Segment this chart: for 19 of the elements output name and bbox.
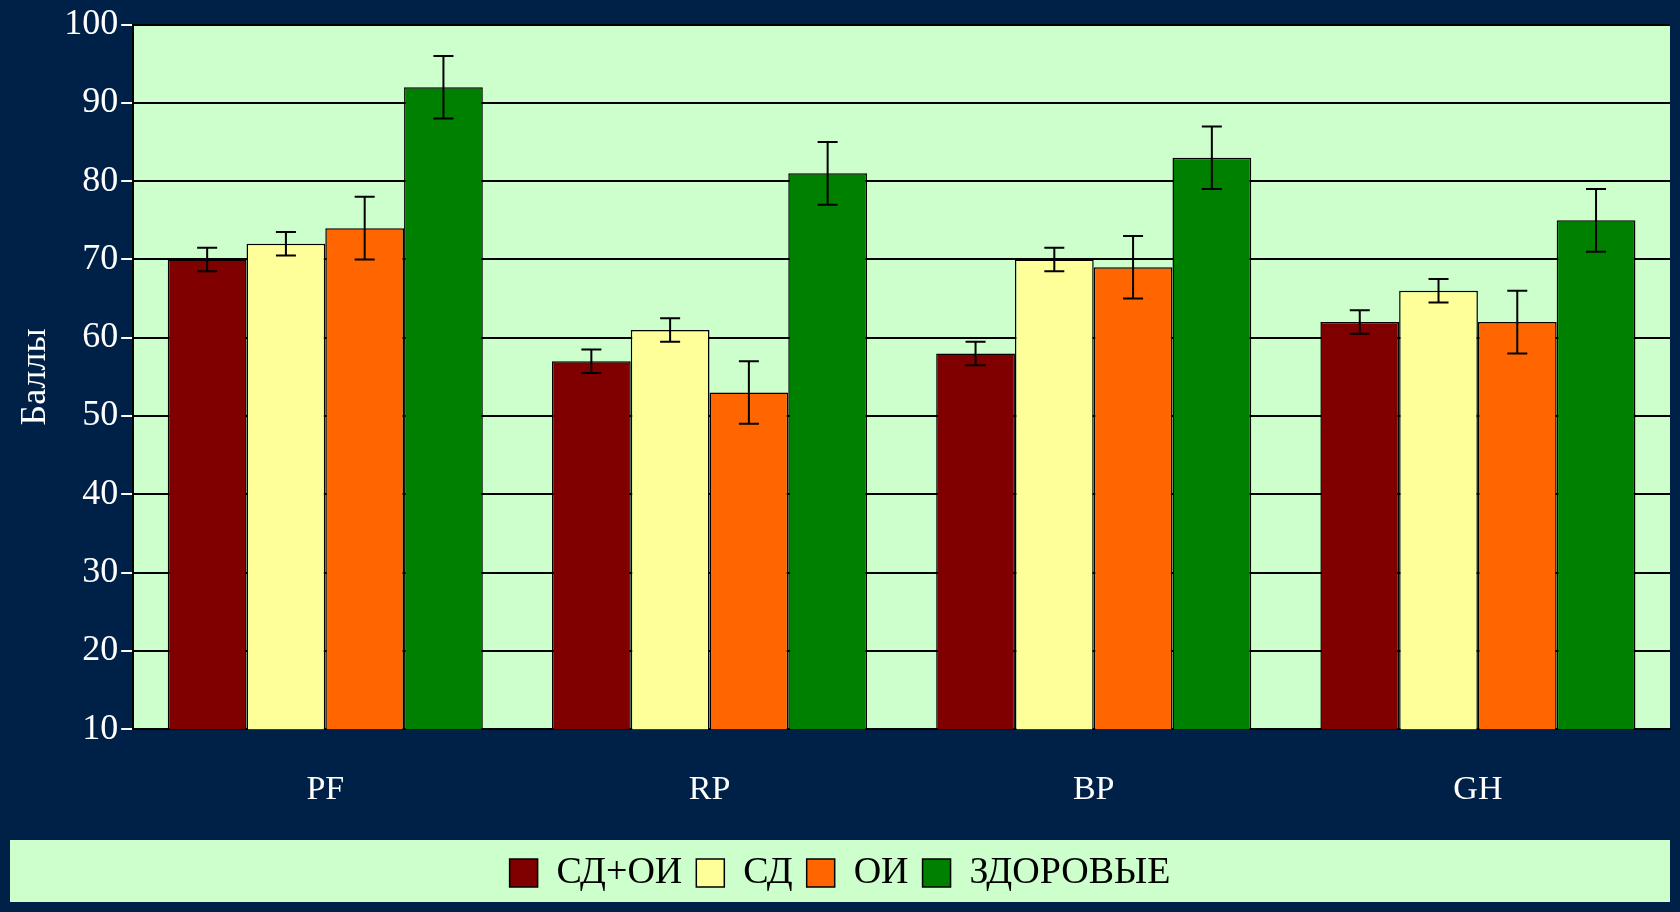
x-tick-label: PF <box>306 768 345 806</box>
y-tick-label: 90 <box>82 80 119 121</box>
y-tick-label: 60 <box>82 315 119 356</box>
y-tick-label: 80 <box>82 158 119 199</box>
legend-label: ОИ <box>853 848 909 891</box>
legend-label: СД+ОИ <box>556 848 683 891</box>
y-tick-label: 10 <box>82 706 119 747</box>
legend-label: СД <box>743 848 793 891</box>
y-tick-label: 70 <box>82 236 119 277</box>
y-tick-label: 50 <box>82 393 119 434</box>
x-tick-label: BP <box>1072 768 1115 806</box>
y-tick-label: 20 <box>82 628 119 669</box>
legend-label: ЗДОРОВЫЕ <box>969 848 1171 891</box>
x-tick-label: RP <box>688 768 731 806</box>
y-tick-label: 30 <box>82 550 119 591</box>
y-tick-label: 40 <box>82 471 119 512</box>
x-tick-label: GH <box>1453 768 1503 806</box>
y-axis-title: Баллы <box>13 328 54 426</box>
y-tick-label: 100 <box>64 2 119 43</box>
